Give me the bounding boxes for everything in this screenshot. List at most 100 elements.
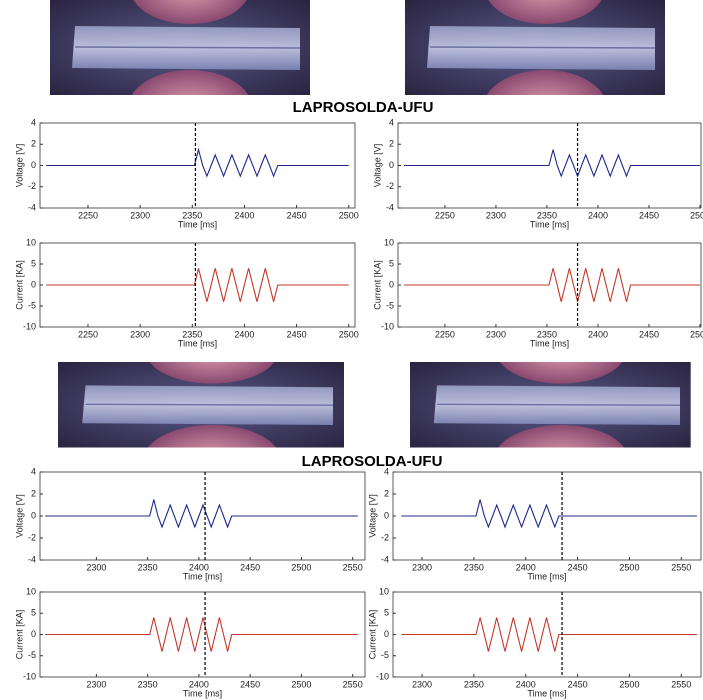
- x-tick-label: 2300: [86, 562, 106, 572]
- data-line: [46, 147, 349, 178]
- x-tick-label: 2500: [339, 329, 359, 339]
- banner: LAPROSOLDA-UFU: [293, 99, 434, 116]
- x-tick-label: 2500: [619, 562, 639, 572]
- x-tick-label: 2550: [671, 679, 691, 689]
- x-tick-label: 2550: [671, 562, 691, 572]
- x-tick-label: 2400: [588, 210, 608, 220]
- x-tick-label: 2250: [435, 329, 455, 339]
- x-tick-label: 2250: [78, 329, 98, 339]
- y-tick-label: 4: [389, 117, 394, 127]
- x-tick-label: 2450: [240, 679, 260, 689]
- y-axis-label: Current [KA]: [14, 260, 24, 310]
- data-line: [404, 268, 700, 302]
- y-tick-label: -10: [381, 321, 394, 331]
- y-tick-label: -2: [28, 181, 36, 191]
- x-tick-label: 2500: [619, 679, 639, 689]
- x-axis-label: Time [ms]: [178, 219, 217, 229]
- x-tick-label: 2450: [639, 329, 659, 339]
- x-tick-label: 2400: [189, 562, 209, 572]
- x-tick-label: 2450: [568, 679, 588, 689]
- y-tick-label: 2: [31, 139, 36, 149]
- y-tick-label: -10: [23, 321, 36, 331]
- y-tick-label: 10: [26, 237, 36, 247]
- data-line: [401, 499, 697, 529]
- y-tick-label: 10: [384, 237, 394, 247]
- y-tick-label: 0: [389, 279, 394, 289]
- data-line: [46, 268, 349, 302]
- x-tick-label: 2400: [234, 329, 254, 339]
- x-tick-label: 2500: [690, 210, 703, 220]
- x-tick-label: 2300: [130, 329, 150, 339]
- y-tick-label: -4: [28, 202, 36, 212]
- x-tick-label: 2400: [588, 329, 608, 339]
- x-axis-label: Time [ms]: [178, 338, 217, 348]
- y-axis-label: Voltage [V]: [14, 144, 24, 188]
- data-line: [45, 617, 358, 652]
- y-tick-label: -4: [386, 202, 394, 212]
- y-tick-label: 5: [31, 258, 36, 268]
- x-tick-label: 2350: [138, 562, 158, 572]
- x-tick-label: 2450: [287, 210, 307, 220]
- x-tick-label: 2300: [130, 210, 150, 220]
- x-tick-label: 2350: [537, 329, 557, 339]
- x-tick-label: 2550: [343, 679, 363, 689]
- x-tick-label: 2450: [287, 329, 307, 339]
- y-tick-label: -4: [381, 554, 389, 564]
- y-axis-label: Voltage [V]: [372, 144, 382, 188]
- y-axis-label: Current [KA]: [367, 610, 377, 660]
- y-tick-label: 0: [31, 160, 36, 170]
- y-tick-label: 0: [384, 510, 389, 520]
- y-tick-label: -5: [28, 650, 36, 660]
- x-axis-label: Time [ms]: [530, 219, 569, 229]
- y-tick-label: -2: [381, 532, 389, 542]
- x-tick-label: 2350: [464, 562, 484, 572]
- y-tick-label: 0: [389, 160, 394, 170]
- y-tick-label: 5: [31, 608, 36, 618]
- x-tick-label: 2400: [516, 562, 536, 572]
- y-tick-label: 4: [31, 117, 36, 127]
- x-tick-label: 2350: [138, 679, 158, 689]
- x-tick-label: 2350: [182, 329, 202, 339]
- y-tick-label: 2: [31, 488, 36, 498]
- y-tick-label: -5: [28, 300, 36, 310]
- y-tick-label: 0: [384, 629, 389, 639]
- x-tick-label: 2450: [639, 210, 659, 220]
- y-tick-label: 0: [31, 510, 36, 520]
- x-tick-label: 2300: [86, 679, 106, 689]
- x-tick-label: 2250: [435, 210, 455, 220]
- y-axis-label: Voltage [V]: [14, 494, 24, 538]
- x-axis-label: Time [ms]: [527, 688, 566, 698]
- x-tick-label: 2550: [343, 562, 363, 572]
- x-tick-label: 2400: [189, 679, 209, 689]
- y-tick-label: -4: [28, 554, 36, 564]
- x-tick-label: 2350: [182, 210, 202, 220]
- y-tick-label: 10: [379, 586, 389, 596]
- x-axis-label: Time [ms]: [527, 571, 566, 581]
- x-tick-label: 2300: [412, 562, 432, 572]
- x-axis-label: Time [ms]: [530, 338, 569, 348]
- x-tick-label: 2300: [486, 210, 506, 220]
- x-tick-label: 2500: [291, 679, 311, 689]
- x-tick-label: 2500: [690, 329, 703, 339]
- y-tick-label: 4: [31, 466, 36, 476]
- x-tick-label: 2250: [78, 210, 98, 220]
- data-line: [45, 499, 358, 529]
- banner: LAPROSOLDA-UFU: [302, 453, 443, 470]
- y-tick-label: 10: [26, 586, 36, 596]
- x-tick-label: 2400: [516, 679, 536, 689]
- x-tick-label: 2350: [464, 679, 484, 689]
- x-tick-label: 2500: [291, 562, 311, 572]
- data-line: [401, 617, 697, 652]
- y-tick-label: -2: [386, 181, 394, 191]
- y-axis-label: Voltage [V]: [367, 494, 377, 538]
- y-tick-label: -2: [28, 532, 36, 542]
- x-axis-label: Time [ms]: [183, 571, 222, 581]
- x-tick-label: 2350: [537, 210, 557, 220]
- y-tick-label: -5: [381, 650, 389, 660]
- x-tick-label: 2450: [568, 562, 588, 572]
- y-tick-label: 4: [384, 466, 389, 476]
- y-axis-label: Current [KA]: [14, 610, 24, 660]
- y-tick-label: 2: [389, 139, 394, 149]
- y-tick-label: -10: [23, 671, 36, 681]
